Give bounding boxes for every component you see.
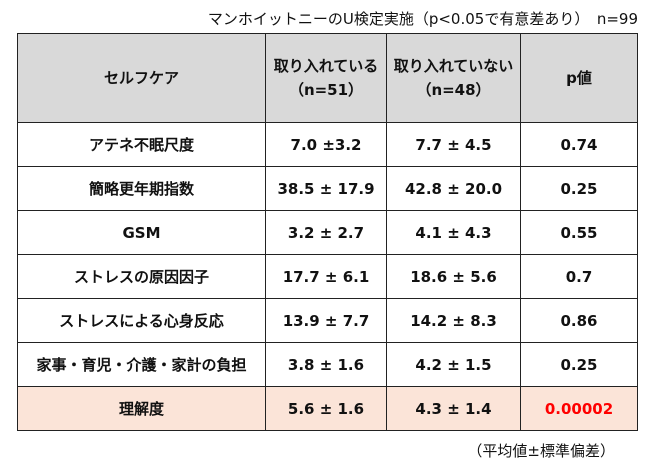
header-adopting-label: 取り入れている xyxy=(273,57,379,75)
not-adopting-value: 4.2 ± 1.5 xyxy=(386,342,521,387)
row-label: ストレスによる心身反応 xyxy=(17,298,266,343)
p-value: 0.25 xyxy=(520,342,638,387)
table-caption: マンホイットニーのU検定実施（p<0.05で有意差あり） n=99 xyxy=(207,10,638,28)
p-value: 0.74 xyxy=(520,122,638,167)
p-value: 0.86 xyxy=(520,298,638,343)
results-table: セルフケア 取り入れている （n=51） 取り入れていない （n=48） p値 アテ… xyxy=(17,33,638,431)
not-adopting-value: 42.8 ± 20.0 xyxy=(386,166,521,211)
table-row: ストレスの原因因子 17.7 ± 6.1 18.6 ± 5.6 0.7 xyxy=(17,254,638,299)
table-row: 家事・育児・介護・家計の負担 3.8 ± 1.6 4.2 ± 1.5 0.25 xyxy=(17,342,638,387)
header-not-adopting-n: （n=48） xyxy=(416,81,491,99)
footnote: （平均値±標準偏差） xyxy=(467,442,615,460)
header-not-adopting: 取り入れていない （n=48） xyxy=(386,33,521,123)
p-value: 0.55 xyxy=(520,210,638,255)
not-adopting-value: 14.2 ± 8.3 xyxy=(386,298,521,343)
table-row: ストレスによる心身反応 13.9 ± 7.7 14.2 ± 8.3 0.86 xyxy=(17,298,638,343)
not-adopting-value: 7.7 ± 4.5 xyxy=(386,122,521,167)
row-label: 家事・育児・介護・家計の負担 xyxy=(17,342,266,387)
adopting-value: 3.2 ± 2.7 xyxy=(265,210,387,255)
header-row: セルフケア 取り入れている （n=51） 取り入れていない （n=48） p値 xyxy=(17,33,638,123)
adopting-value: 13.9 ± 7.7 xyxy=(265,298,387,343)
row-label: アテネ不眠尺度 xyxy=(17,122,266,167)
adopting-value: 7.0 ±3.2 xyxy=(265,122,387,167)
row-label: GSM xyxy=(17,210,266,255)
row-label: 理解度 xyxy=(17,386,266,431)
row-label: ストレスの原因因子 xyxy=(17,254,266,299)
p-value: 0.00002 xyxy=(520,386,638,431)
table-row: 簡略更年期指数 38.5 ± 17.9 42.8 ± 20.0 0.25 xyxy=(17,166,638,211)
header-adopting: 取り入れている （n=51） xyxy=(265,33,387,123)
p-value: 0.7 xyxy=(520,254,638,299)
adopting-value: 5.6 ± 1.6 xyxy=(265,386,387,431)
header-p-value: p値 xyxy=(520,33,638,123)
row-label: 簡略更年期指数 xyxy=(17,166,266,211)
header-adopting-n: （n=51） xyxy=(288,81,364,99)
table-row: アテネ不眠尺度 7.0 ±3.2 7.7 ± 4.5 0.74 xyxy=(17,122,638,167)
header-selfcare: セルフケア xyxy=(17,33,266,123)
not-adopting-value: 4.3 ± 1.4 xyxy=(386,386,521,431)
header-not-adopting-label: 取り入れていない xyxy=(393,57,514,75)
adopting-value: 3.8 ± 1.6 xyxy=(265,342,387,387)
adopting-value: 17.7 ± 6.1 xyxy=(265,254,387,299)
p-value: 0.25 xyxy=(520,166,638,211)
adopting-value: 38.5 ± 17.9 xyxy=(265,166,387,211)
not-adopting-value: 4.1 ± 4.3 xyxy=(386,210,521,255)
not-adopting-value: 18.6 ± 5.6 xyxy=(386,254,521,299)
table-row: GSM 3.2 ± 2.7 4.1 ± 4.3 0.55 xyxy=(17,210,638,255)
table-row: 理解度 5.6 ± 1.6 4.3 ± 1.4 0.00002 xyxy=(17,386,638,431)
